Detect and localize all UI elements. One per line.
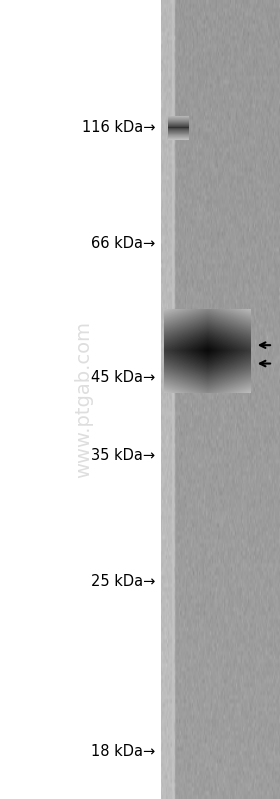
Text: www.ptgab.com: www.ptgab.com <box>74 321 94 478</box>
Text: 45 kDa→: 45 kDa→ <box>91 371 155 385</box>
Text: 116 kDa→: 116 kDa→ <box>82 121 155 135</box>
Text: 66 kDa→: 66 kDa→ <box>91 237 155 251</box>
Text: 35 kDa→: 35 kDa→ <box>91 448 155 463</box>
Text: 18 kDa→: 18 kDa→ <box>91 744 155 758</box>
Text: 25 kDa→: 25 kDa→ <box>91 574 155 589</box>
